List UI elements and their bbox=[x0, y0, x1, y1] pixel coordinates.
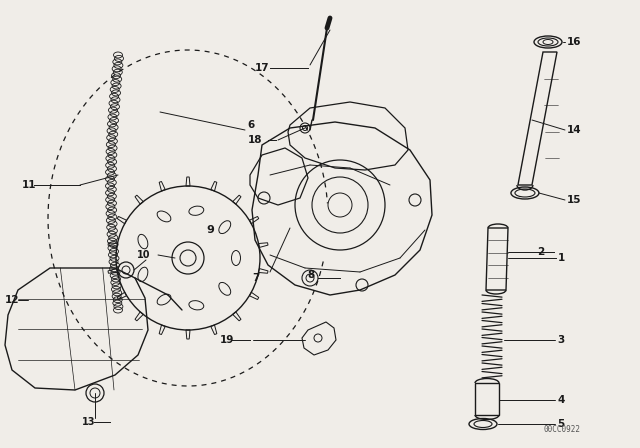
Text: 1: 1 bbox=[558, 253, 565, 263]
Text: 4: 4 bbox=[557, 395, 564, 405]
Text: 5: 5 bbox=[557, 419, 564, 429]
Text: 11: 11 bbox=[22, 180, 36, 190]
Text: 14: 14 bbox=[567, 125, 582, 135]
Text: 2: 2 bbox=[537, 247, 544, 257]
Text: 7: 7 bbox=[253, 273, 260, 283]
Text: 3: 3 bbox=[557, 335, 564, 345]
Text: 19: 19 bbox=[220, 335, 234, 345]
Text: 8: 8 bbox=[308, 270, 315, 280]
Text: 15: 15 bbox=[567, 195, 582, 205]
Text: 16: 16 bbox=[567, 37, 582, 47]
Text: 13: 13 bbox=[82, 417, 95, 427]
Text: 10: 10 bbox=[136, 250, 150, 260]
Text: 12: 12 bbox=[5, 295, 19, 305]
Text: 00CC0922: 00CC0922 bbox=[543, 425, 580, 434]
Text: 17: 17 bbox=[255, 63, 269, 73]
Text: 18: 18 bbox=[248, 135, 262, 145]
Text: 9: 9 bbox=[206, 225, 214, 235]
Text: 6: 6 bbox=[247, 120, 254, 130]
